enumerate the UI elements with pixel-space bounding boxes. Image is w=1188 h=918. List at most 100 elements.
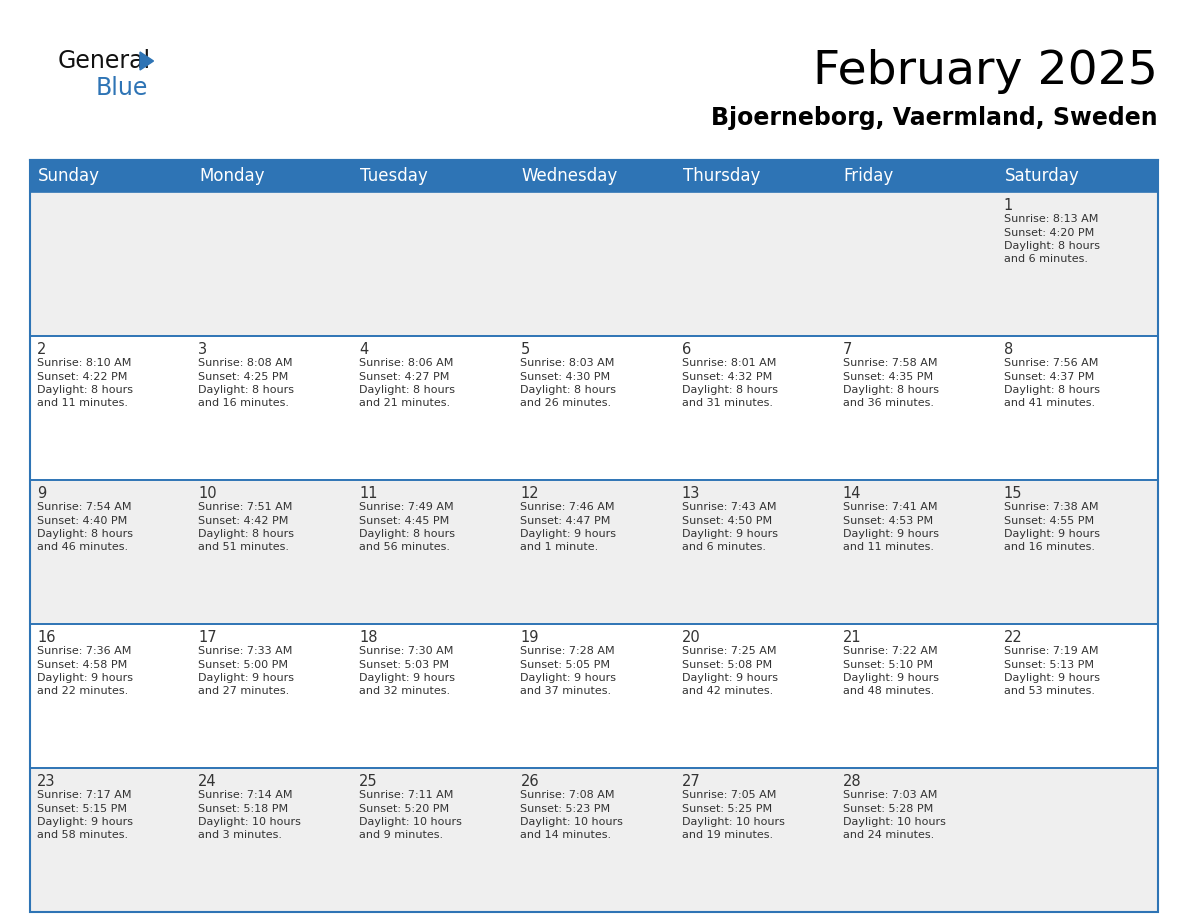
Text: Sunrise: 7:43 AM: Sunrise: 7:43 AM	[682, 502, 776, 512]
Text: Sunday: Sunday	[38, 167, 100, 185]
Text: General: General	[58, 49, 151, 73]
Text: 3: 3	[198, 342, 207, 357]
Text: Sunset: 5:18 PM: Sunset: 5:18 PM	[198, 803, 289, 813]
Text: Sunset: 4:30 PM: Sunset: 4:30 PM	[520, 372, 611, 382]
Text: Sunrise: 7:38 AM: Sunrise: 7:38 AM	[1004, 502, 1099, 512]
Text: 10: 10	[198, 486, 216, 501]
Text: Sunset: 4:53 PM: Sunset: 4:53 PM	[842, 516, 933, 525]
Text: Daylight: 8 hours: Daylight: 8 hours	[682, 385, 778, 395]
Text: Sunrise: 8:13 AM: Sunrise: 8:13 AM	[1004, 214, 1098, 224]
Text: Sunset: 4:45 PM: Sunset: 4:45 PM	[359, 516, 449, 525]
Text: Sunset: 4:32 PM: Sunset: 4:32 PM	[682, 372, 772, 382]
Text: 24: 24	[198, 774, 216, 789]
Text: and 53 minutes.: and 53 minutes.	[1004, 687, 1095, 697]
Text: Sunset: 5:10 PM: Sunset: 5:10 PM	[842, 659, 933, 669]
Text: Daylight: 9 hours: Daylight: 9 hours	[520, 673, 617, 683]
Text: 6: 6	[682, 342, 690, 357]
Text: and 14 minutes.: and 14 minutes.	[520, 831, 612, 841]
Text: and 24 minutes.: and 24 minutes.	[842, 831, 934, 841]
Text: Sunrise: 7:58 AM: Sunrise: 7:58 AM	[842, 358, 937, 368]
Text: Sunset: 5:15 PM: Sunset: 5:15 PM	[37, 803, 127, 813]
Text: 12: 12	[520, 486, 539, 501]
Text: and 31 minutes.: and 31 minutes.	[682, 398, 772, 409]
Text: 13: 13	[682, 486, 700, 501]
Text: Sunrise: 8:06 AM: Sunrise: 8:06 AM	[359, 358, 454, 368]
Text: Sunset: 4:55 PM: Sunset: 4:55 PM	[1004, 516, 1094, 525]
Text: Sunset: 4:27 PM: Sunset: 4:27 PM	[359, 372, 450, 382]
Text: Sunrise: 7:14 AM: Sunrise: 7:14 AM	[198, 790, 292, 800]
Text: Tuesday: Tuesday	[360, 167, 428, 185]
Text: 17: 17	[198, 630, 216, 645]
Text: Sunset: 5:03 PM: Sunset: 5:03 PM	[359, 659, 449, 669]
Text: Sunset: 4:20 PM: Sunset: 4:20 PM	[1004, 228, 1094, 238]
Text: Sunset: 4:42 PM: Sunset: 4:42 PM	[198, 516, 289, 525]
Text: 14: 14	[842, 486, 861, 501]
Text: Daylight: 8 hours: Daylight: 8 hours	[842, 385, 939, 395]
Text: 16: 16	[37, 630, 56, 645]
Text: 26: 26	[520, 774, 539, 789]
Text: and 51 minutes.: and 51 minutes.	[198, 543, 289, 553]
Text: 11: 11	[359, 486, 378, 501]
Text: Sunrise: 7:17 AM: Sunrise: 7:17 AM	[37, 790, 132, 800]
Text: Sunrise: 7:19 AM: Sunrise: 7:19 AM	[1004, 646, 1099, 656]
Text: Sunrise: 7:03 AM: Sunrise: 7:03 AM	[842, 790, 937, 800]
Text: Daylight: 8 hours: Daylight: 8 hours	[1004, 385, 1100, 395]
Text: and 27 minutes.: and 27 minutes.	[198, 687, 290, 697]
Text: Daylight: 9 hours: Daylight: 9 hours	[682, 673, 778, 683]
Text: Daylight: 9 hours: Daylight: 9 hours	[37, 673, 133, 683]
Text: Daylight: 10 hours: Daylight: 10 hours	[359, 817, 462, 827]
Text: Sunrise: 7:46 AM: Sunrise: 7:46 AM	[520, 502, 615, 512]
Text: Sunset: 5:00 PM: Sunset: 5:00 PM	[198, 659, 289, 669]
Text: and 22 minutes.: and 22 minutes.	[37, 687, 128, 697]
Text: 20: 20	[682, 630, 700, 645]
Text: Daylight: 9 hours: Daylight: 9 hours	[37, 817, 133, 827]
Text: 4: 4	[359, 342, 368, 357]
Text: 15: 15	[1004, 486, 1023, 501]
Bar	[30, 768, 1158, 912]
Text: Sunset: 5:25 PM: Sunset: 5:25 PM	[682, 803, 772, 813]
Text: and 19 minutes.: and 19 minutes.	[682, 831, 772, 841]
Text: Sunset: 4:47 PM: Sunset: 4:47 PM	[520, 516, 611, 525]
Bar	[30, 160, 1158, 912]
Polygon shape	[140, 52, 153, 70]
Text: and 26 minutes.: and 26 minutes.	[520, 398, 612, 409]
Text: Daylight: 9 hours: Daylight: 9 hours	[842, 529, 939, 539]
Text: Sunrise: 8:10 AM: Sunrise: 8:10 AM	[37, 358, 132, 368]
Bar	[30, 160, 1158, 192]
Text: Sunset: 5:20 PM: Sunset: 5:20 PM	[359, 803, 449, 813]
Text: Friday: Friday	[843, 167, 893, 185]
Text: Daylight: 9 hours: Daylight: 9 hours	[1004, 529, 1100, 539]
Text: Sunrise: 7:11 AM: Sunrise: 7:11 AM	[359, 790, 454, 800]
Text: Sunrise: 7:56 AM: Sunrise: 7:56 AM	[1004, 358, 1098, 368]
Text: Sunrise: 7:36 AM: Sunrise: 7:36 AM	[37, 646, 132, 656]
Text: and 42 minutes.: and 42 minutes.	[682, 687, 773, 697]
Bar	[30, 624, 1158, 768]
Text: Daylight: 8 hours: Daylight: 8 hours	[359, 529, 455, 539]
Text: Sunset: 5:13 PM: Sunset: 5:13 PM	[1004, 659, 1094, 669]
Text: Sunrise: 8:03 AM: Sunrise: 8:03 AM	[520, 358, 615, 368]
Text: Sunrise: 7:05 AM: Sunrise: 7:05 AM	[682, 790, 776, 800]
Text: Sunset: 4:40 PM: Sunset: 4:40 PM	[37, 516, 127, 525]
Text: and 3 minutes.: and 3 minutes.	[198, 831, 282, 841]
Text: Sunset: 5:05 PM: Sunset: 5:05 PM	[520, 659, 611, 669]
Text: Sunrise: 7:49 AM: Sunrise: 7:49 AM	[359, 502, 454, 512]
Text: Sunset: 4:37 PM: Sunset: 4:37 PM	[1004, 372, 1094, 382]
Text: Sunset: 4:35 PM: Sunset: 4:35 PM	[842, 372, 933, 382]
Text: Saturday: Saturday	[1005, 167, 1080, 185]
Text: 9: 9	[37, 486, 46, 501]
Bar	[30, 192, 1158, 336]
Text: Monday: Monday	[200, 167, 265, 185]
Text: Wednesday: Wednesday	[522, 167, 618, 185]
Text: Daylight: 10 hours: Daylight: 10 hours	[682, 817, 784, 827]
Text: and 58 minutes.: and 58 minutes.	[37, 831, 128, 841]
Text: Daylight: 8 hours: Daylight: 8 hours	[37, 529, 133, 539]
Text: 8: 8	[1004, 342, 1013, 357]
Text: Daylight: 9 hours: Daylight: 9 hours	[359, 673, 455, 683]
Text: 28: 28	[842, 774, 861, 789]
Text: Sunrise: 7:33 AM: Sunrise: 7:33 AM	[198, 646, 292, 656]
Text: and 21 minutes.: and 21 minutes.	[359, 398, 450, 409]
Text: and 1 minute.: and 1 minute.	[520, 543, 599, 553]
Text: 19: 19	[520, 630, 539, 645]
Text: 25: 25	[359, 774, 378, 789]
Text: Sunset: 4:25 PM: Sunset: 4:25 PM	[198, 372, 289, 382]
